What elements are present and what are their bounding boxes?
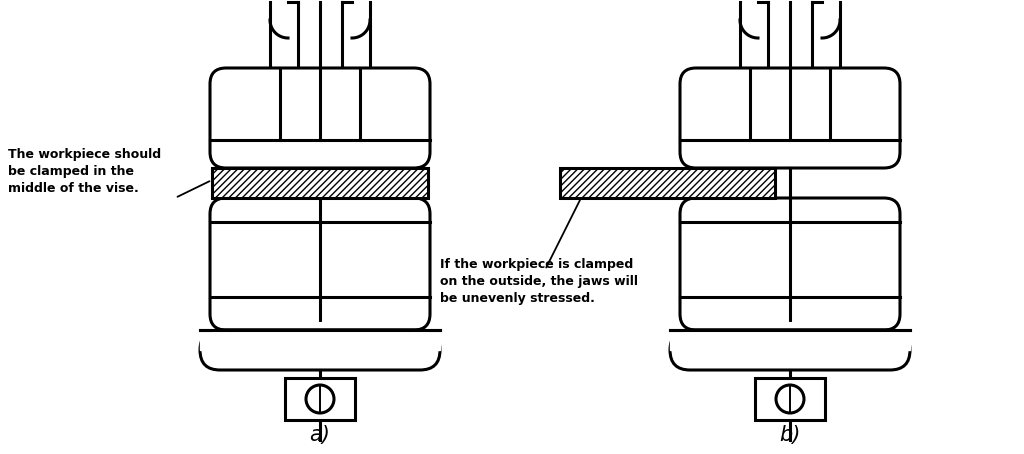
Bar [560, 168, 775, 198]
Circle shape [306, 385, 334, 413]
FancyBboxPatch shape [670, 330, 910, 370]
Bar [890, 330, 910, 350]
FancyBboxPatch shape [680, 198, 900, 330]
FancyBboxPatch shape [210, 68, 430, 168]
Bar [212, 168, 428, 198]
FancyBboxPatch shape [680, 68, 900, 168]
Bar [560, 168, 775, 198]
Text: If the workpiece is clamped
on the outside, the jaws will
be unevenly stressed.: If the workpiece is clamped on the outsi… [440, 258, 638, 305]
Text: a): a) [309, 425, 331, 445]
Circle shape [776, 385, 804, 413]
Bar [755, 378, 825, 420]
Bar [420, 330, 440, 350]
FancyBboxPatch shape [200, 330, 440, 370]
Text: b): b) [779, 425, 801, 445]
Bar [285, 378, 355, 420]
Bar [670, 330, 690, 350]
Bar [212, 168, 428, 198]
FancyBboxPatch shape [210, 198, 430, 330]
Bar [200, 330, 220, 350]
Text: The workpiece should
be clamped in the
middle of the vise.: The workpiece should be clamped in the m… [8, 148, 161, 195]
